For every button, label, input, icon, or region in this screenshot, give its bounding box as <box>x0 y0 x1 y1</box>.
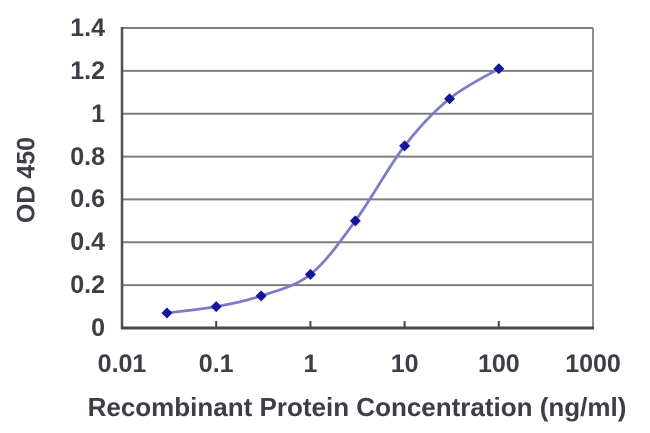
y-tick-label-1: 1 <box>91 99 105 128</box>
x-axis-title: Recombinant Protein Concentration (ng/ml… <box>87 392 627 422</box>
y-axis-title: OD 450 <box>12 136 41 224</box>
x-tick-label-1: 1 <box>303 350 318 378</box>
y-tick-label-0.4: 0.4 <box>70 228 105 257</box>
data-point-marker-0.3 <box>255 290 267 302</box>
x-tick-label-0.01: 0.01 <box>97 350 147 378</box>
data-point-marker-0.03 <box>161 307 173 319</box>
x-tick-label-100: 100 <box>477 350 520 378</box>
y-tick-label-1.2: 1.2 <box>70 56 105 85</box>
x-tick-label-10: 10 <box>390 350 419 378</box>
data-point-marker-100 <box>493 63 505 75</box>
x-tick-label-1000: 1000 <box>565 350 621 378</box>
y-tick-label-0.6: 0.6 <box>70 185 105 214</box>
data-point-marker-10 <box>399 140 411 152</box>
data-point-marker-30 <box>444 93 456 105</box>
y-tick-label-0: 0 <box>91 314 105 342</box>
x-tick-label-0.1: 0.1 <box>198 350 234 378</box>
series-curve <box>165 67 501 315</box>
data-point-marker-1 <box>304 268 316 280</box>
y-tick-label-0.2: 0.2 <box>70 271 105 300</box>
y-tick-label-1.4: 1.4 <box>70 14 105 42</box>
data-point-marker-0.1 <box>210 301 222 313</box>
y-tick-label-0.8: 0.8 <box>70 142 105 171</box>
data-point-marker-3 <box>349 215 361 227</box>
